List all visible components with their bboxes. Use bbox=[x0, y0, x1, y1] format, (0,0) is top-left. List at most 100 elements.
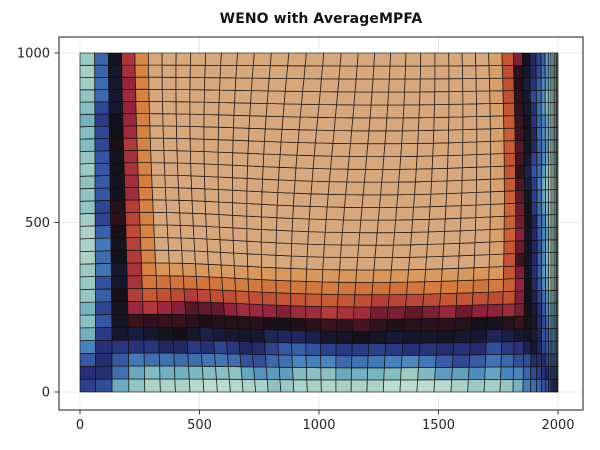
mesh-cell bbox=[111, 313, 129, 328]
mesh-cell bbox=[536, 176, 542, 191]
mesh-cell bbox=[444, 217, 462, 232]
mesh-cell bbox=[419, 91, 436, 106]
mesh-cell bbox=[452, 341, 471, 356]
mesh-cell bbox=[524, 214, 532, 229]
mesh-cell bbox=[320, 355, 337, 369]
mesh-cell bbox=[200, 339, 216, 354]
mesh-cell bbox=[384, 342, 404, 357]
mesh-cell bbox=[323, 244, 342, 258]
mesh-cell bbox=[544, 77, 549, 91]
mesh-cell bbox=[144, 378, 161, 393]
mesh-cell bbox=[135, 113, 151, 127]
mesh-cell bbox=[418, 117, 435, 132]
mesh-cell bbox=[142, 313, 159, 328]
mesh-cell bbox=[94, 199, 112, 214]
mesh-cell bbox=[439, 292, 458, 307]
mesh-cell bbox=[325, 206, 346, 221]
mesh-cell bbox=[556, 378, 559, 393]
mesh-cell bbox=[219, 239, 235, 254]
mesh-cell bbox=[389, 52, 407, 67]
mesh-cell bbox=[540, 65, 546, 79]
mesh-cell bbox=[111, 300, 129, 315]
mesh-cell bbox=[356, 52, 376, 67]
mesh-cell bbox=[79, 352, 96, 367]
mesh-cell bbox=[335, 330, 354, 344]
mesh-cell bbox=[529, 77, 537, 91]
mesh-cell bbox=[489, 203, 505, 218]
mesh-cell bbox=[254, 378, 269, 393]
mesh-cell bbox=[157, 326, 174, 341]
mesh-cell bbox=[514, 277, 525, 292]
mesh-cell bbox=[261, 266, 277, 281]
mesh-cell bbox=[406, 281, 426, 295]
mesh-cell bbox=[522, 353, 532, 368]
mesh-cell bbox=[233, 114, 251, 129]
mesh-cell bbox=[490, 153, 505, 168]
mesh-cell bbox=[79, 339, 96, 354]
mesh-cell bbox=[281, 116, 301, 131]
mesh-cell bbox=[416, 379, 436, 393]
mesh-cell bbox=[476, 166, 491, 181]
mesh-cell bbox=[409, 243, 428, 258]
mesh-cell bbox=[530, 290, 538, 304]
mesh-cell bbox=[420, 52, 436, 67]
mesh-cell bbox=[362, 181, 383, 196]
mesh-cell bbox=[333, 117, 354, 132]
mesh-cell bbox=[306, 379, 322, 393]
mesh-cell bbox=[123, 162, 139, 176]
mesh-cell bbox=[175, 64, 191, 78]
mesh-cell bbox=[524, 177, 532, 191]
mesh-cell bbox=[530, 366, 538, 380]
mesh-cell bbox=[189, 113, 205, 128]
mesh-cell bbox=[268, 65, 289, 79]
mesh-cell bbox=[308, 218, 327, 233]
mesh-cell bbox=[124, 211, 141, 226]
y-tick-label: 0 bbox=[42, 386, 50, 401]
mesh-cell bbox=[356, 257, 376, 271]
mesh-cell bbox=[417, 354, 437, 369]
mesh-cell bbox=[122, 113, 137, 127]
mesh-cell bbox=[237, 328, 253, 343]
mesh-cell bbox=[535, 52, 542, 66]
mesh-cell bbox=[186, 339, 202, 354]
mesh-cell bbox=[418, 104, 435, 119]
mesh-cell bbox=[261, 191, 279, 206]
mesh-cell bbox=[246, 165, 264, 180]
mesh-cell bbox=[143, 339, 160, 354]
mesh-cell bbox=[501, 65, 515, 79]
mesh-cell bbox=[203, 151, 219, 165]
mesh-cell bbox=[233, 252, 249, 267]
mesh-cell bbox=[354, 78, 374, 93]
mesh-cell bbox=[264, 128, 283, 143]
mesh-cell bbox=[304, 52, 325, 67]
mesh-cell bbox=[140, 249, 157, 264]
mesh-cell bbox=[457, 267, 475, 282]
mesh-cell bbox=[95, 352, 113, 367]
mesh-cell bbox=[348, 143, 369, 157]
axes-frame bbox=[58, 36, 584, 411]
mesh-cell bbox=[489, 90, 504, 104]
mesh-cell bbox=[531, 277, 538, 292]
mesh-cell bbox=[320, 318, 338, 332]
mesh-cell bbox=[426, 243, 445, 258]
mesh-cell bbox=[475, 178, 491, 193]
mesh-cell bbox=[415, 168, 433, 183]
mesh-cell bbox=[153, 224, 169, 239]
mesh-cell bbox=[197, 301, 213, 316]
mesh-cell bbox=[522, 378, 532, 393]
mesh-cell bbox=[473, 254, 490, 269]
mesh-cell bbox=[79, 263, 96, 278]
mesh-cell bbox=[275, 242, 293, 257]
mesh-cell bbox=[111, 288, 129, 303]
mesh-cell bbox=[262, 153, 281, 168]
mesh-cell bbox=[136, 137, 152, 151]
mesh-cell bbox=[232, 152, 249, 167]
mesh-cell bbox=[94, 288, 113, 303]
mesh-cell bbox=[261, 291, 277, 306]
mesh-cell bbox=[351, 330, 370, 344]
mesh-cell bbox=[540, 77, 546, 91]
mesh-cell bbox=[391, 244, 412, 258]
mesh-cell bbox=[440, 280, 459, 295]
mesh-cell bbox=[500, 341, 515, 355]
mesh-cell bbox=[290, 317, 307, 332]
